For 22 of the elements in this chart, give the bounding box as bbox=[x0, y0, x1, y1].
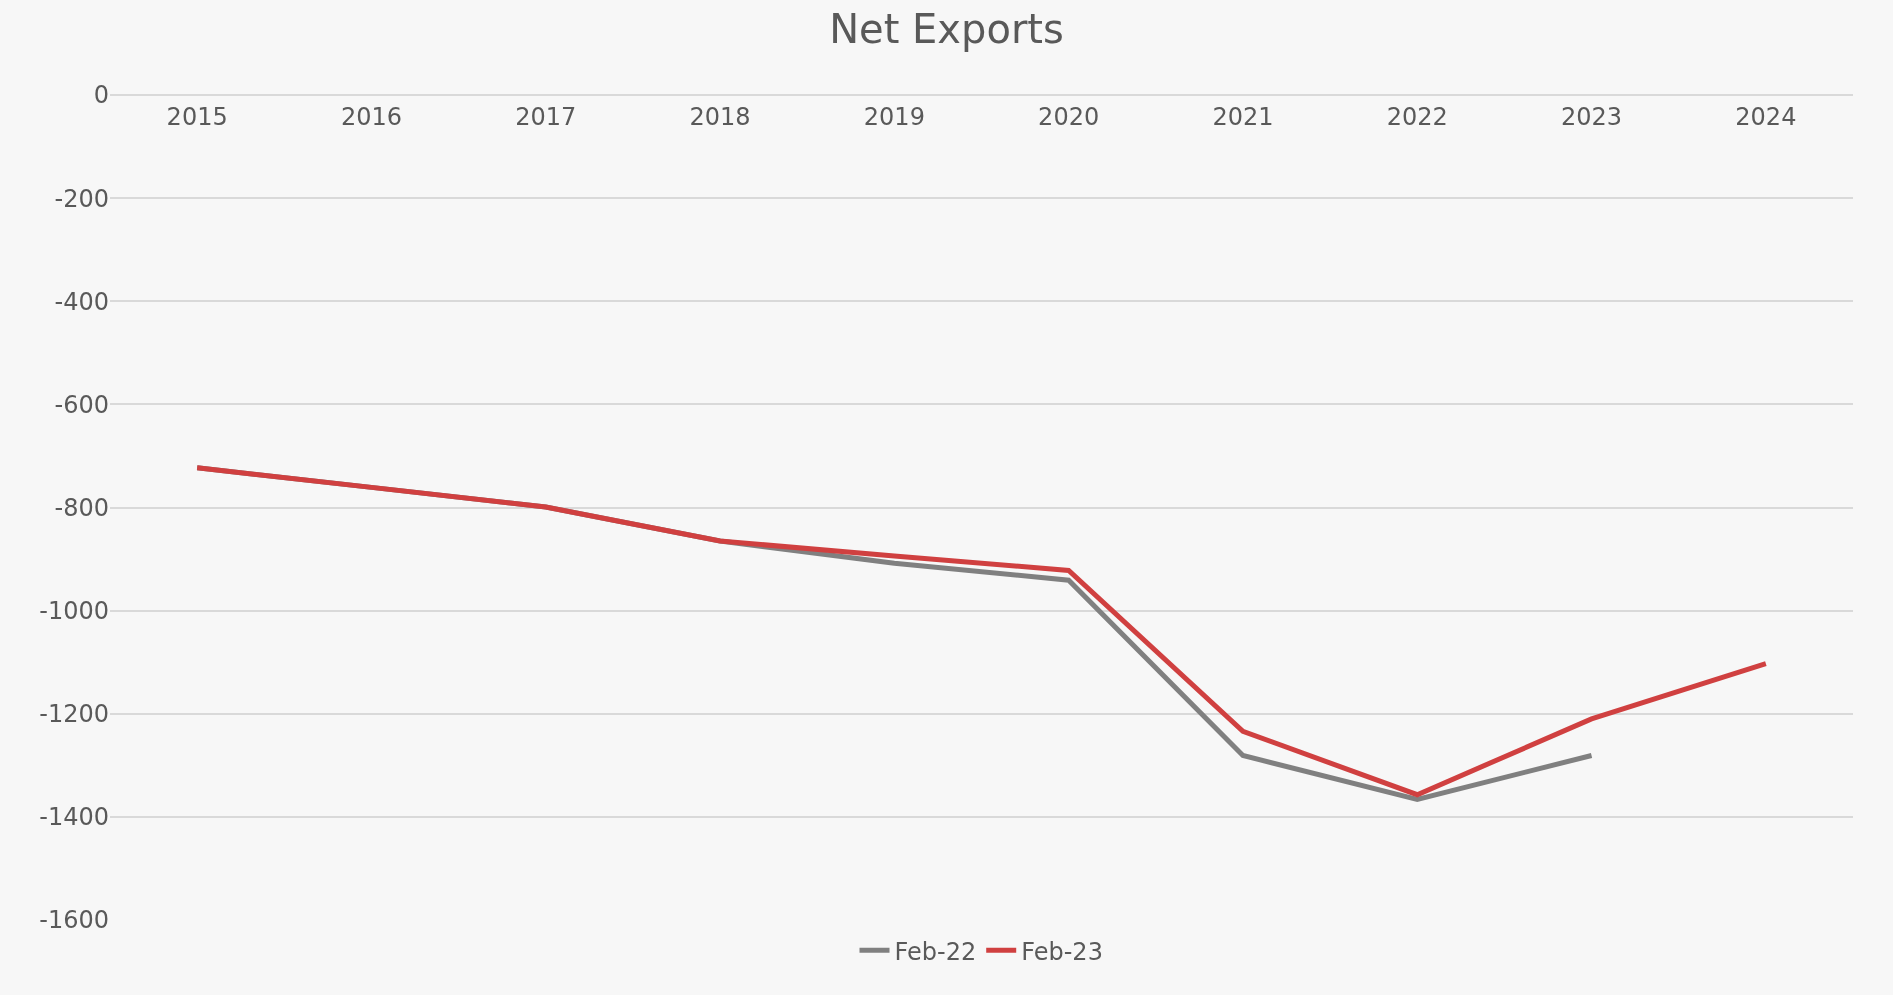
x-tick-label: 2022 bbox=[1386, 102, 1448, 131]
y-tick-label: -1400 bbox=[39, 803, 109, 832]
y-tick-label: -1200 bbox=[39, 700, 109, 729]
x-tick-label: 2020 bbox=[1038, 102, 1100, 131]
x-tick-label: 2023 bbox=[1561, 102, 1623, 131]
x-tick-label: 2018 bbox=[689, 102, 751, 131]
y-tick-label: -800 bbox=[54, 493, 109, 522]
x-tick-label: 2024 bbox=[1735, 102, 1797, 131]
x-tick-label: 2015 bbox=[166, 102, 228, 131]
chart-title: Net Exports bbox=[829, 5, 1064, 52]
legend-label: Feb-23 bbox=[1021, 937, 1103, 966]
y-tick-label: -1600 bbox=[39, 906, 109, 935]
legend-label: Feb-22 bbox=[894, 937, 977, 966]
y-tick-label: -600 bbox=[54, 390, 109, 419]
x-tick-label: 2021 bbox=[1212, 102, 1274, 131]
y-tick-label: -400 bbox=[54, 287, 109, 316]
x-tick-label: 2016 bbox=[340, 102, 402, 131]
y-tick-label: 0 bbox=[93, 81, 109, 110]
y-tick-label: -200 bbox=[54, 184, 109, 213]
y-tick-label: -1000 bbox=[39, 597, 109, 626]
x-tick-label: 2017 bbox=[515, 102, 577, 131]
x-tick-label: 2019 bbox=[863, 102, 925, 131]
